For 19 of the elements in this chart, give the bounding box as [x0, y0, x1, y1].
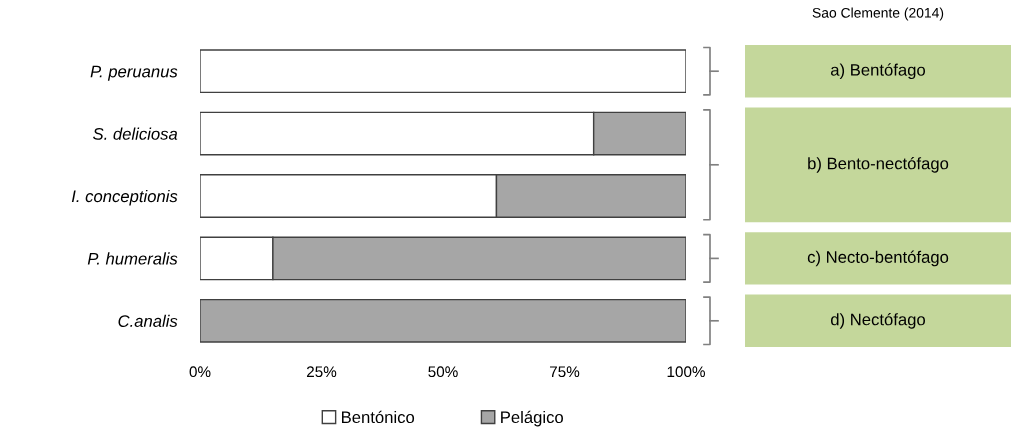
text: c) Necto-bentófago: [807, 250, 949, 267]
legend-label: Bentónico: [342, 410, 415, 424]
text: b) Bento-nectófago: [808, 156, 949, 173]
y-tick-label: I. conceptionis: [71, 189, 178, 206]
text: a) Bentófago: [830, 63, 926, 80]
y-tick-label: P. peruanus: [90, 65, 178, 81]
x-tick-label: 25%: [306, 366, 337, 378]
x-tick-label: 75%: [549, 366, 580, 378]
x-tick-label: 50%: [428, 366, 458, 378]
bar: [200, 298, 686, 343]
x-tick-label: 100%: [667, 366, 705, 378]
x-tick-label: 0%: [189, 366, 211, 378]
y-tick-label: S. deliciosa: [93, 127, 178, 140]
text: Sao Clemente (2014): [812, 7, 944, 21]
bar: [200, 49, 686, 94]
text: d) Nectófago: [830, 312, 926, 329]
legend-label: Pelágico: [501, 410, 563, 427]
y-tick-label: C.analis: [118, 314, 178, 327]
y-tick-label: P. humeralis: [87, 252, 178, 265]
